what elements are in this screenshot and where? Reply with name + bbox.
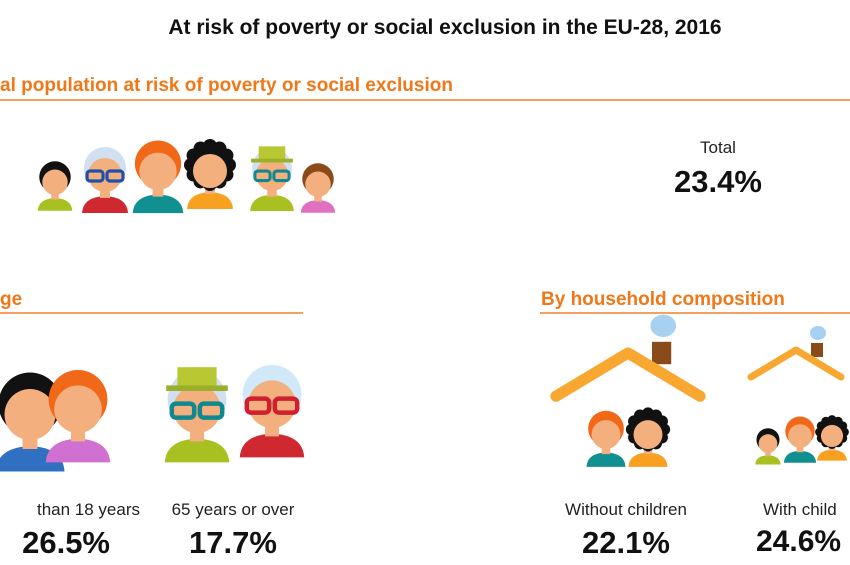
person-icon: [132, 140, 184, 214]
age-under-18-value: 26.5%: [22, 525, 110, 560]
house-roof-icon: [550, 314, 706, 402]
without-children-label: Without children: [565, 500, 687, 519]
total-section-heading: al population at risk of poverty or soci…: [0, 75, 453, 96]
with-children-value: 24.6%: [756, 525, 842, 558]
person-icon: [164, 367, 230, 463]
age-section-divider: [0, 312, 303, 314]
person-icon: [0, 372, 65, 472]
person-icon: [755, 428, 781, 465]
person-icon: [82, 147, 128, 213]
age-under-18-label: than 18 years: [36, 500, 140, 519]
without-children-value: 22.1%: [582, 525, 670, 560]
person-icon: [815, 415, 849, 461]
person-icon: [250, 146, 294, 211]
page-title: At risk of poverty or social exclusion i…: [168, 16, 722, 39]
total-section-divider: [0, 99, 850, 101]
person-icon: [300, 163, 336, 213]
age-65-over-label: 65 years or over: [171, 500, 295, 519]
person-icon: [586, 410, 626, 467]
house-roof-icon: [747, 326, 845, 381]
person-icon: [783, 416, 817, 463]
person-icon: [37, 161, 73, 211]
person-icon: [184, 139, 236, 209]
age-section-heading: ge: [0, 289, 23, 310]
household-section-divider: [540, 312, 850, 314]
age-65-over-value: 17.7%: [189, 525, 277, 560]
person-icon: [45, 370, 111, 463]
person-icon: [625, 407, 671, 467]
with-children-label: With child: [763, 500, 837, 519]
total-label: Total: [700, 138, 736, 157]
person-icon: [239, 365, 305, 458]
total-value: 23.4%: [674, 164, 762, 199]
household-section-heading: By household composition: [541, 289, 785, 310]
